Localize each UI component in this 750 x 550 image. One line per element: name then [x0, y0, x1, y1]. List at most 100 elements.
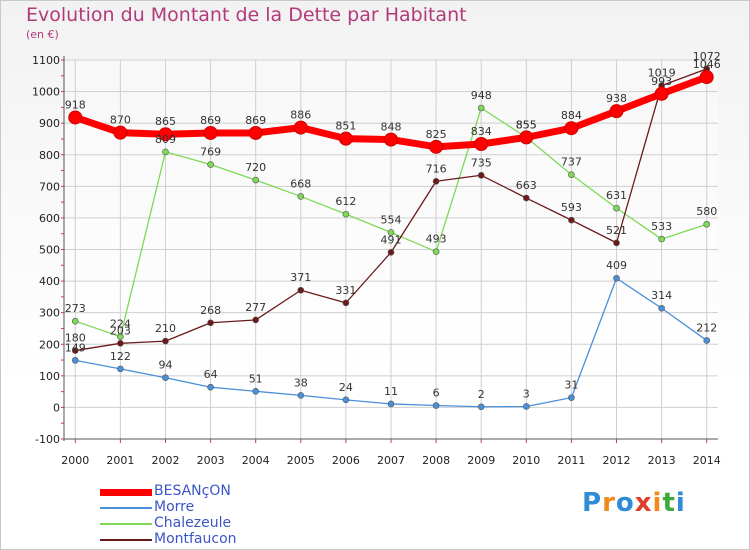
data-label: 180: [65, 332, 86, 345]
x-tick-label: 2010: [512, 454, 540, 467]
data-label: 277: [245, 301, 266, 314]
data-label: 855: [516, 118, 537, 131]
data-point: [564, 121, 579, 136]
data-label: 212: [696, 321, 717, 334]
x-tick-label: 2006: [332, 454, 360, 467]
data-label: 884: [561, 109, 582, 122]
x-tick-label: 2009: [467, 454, 495, 467]
data-label: 663: [516, 179, 537, 192]
data-label: 948: [471, 89, 492, 102]
y-tick-label: 200: [39, 338, 60, 351]
x-tick-label: 2005: [287, 454, 315, 467]
data-label: 851: [335, 120, 356, 133]
data-label: 371: [290, 271, 311, 284]
data-label: 24: [339, 381, 353, 394]
data-point: [68, 110, 83, 125]
x-tick-label: 2000: [61, 454, 89, 467]
data-label: 834: [471, 125, 492, 138]
data-label: 2: [478, 388, 485, 401]
data-point: [703, 337, 711, 344]
data-label: 737: [561, 156, 582, 169]
data-label: 769: [200, 146, 221, 159]
data-label: 273: [65, 302, 86, 315]
logo-letter: r: [602, 488, 616, 518]
data-label: 869: [200, 114, 221, 127]
data-point: [117, 340, 124, 347]
y-tick-label: 1100: [32, 54, 60, 67]
data-label: 938: [606, 92, 627, 105]
chart-title: Evolution du Montant de la Dette par Hab…: [26, 4, 467, 26]
data-point: [162, 374, 169, 382]
data-point: [384, 132, 398, 147]
data-point: [71, 317, 79, 325]
logo-letter: P: [582, 488, 603, 518]
y-tick-label: 300: [39, 307, 60, 320]
data-point: [568, 394, 575, 401]
x-tick-label: 2007: [377, 454, 405, 467]
data-label: 825: [426, 128, 447, 141]
logo-letter: o: [615, 488, 635, 518]
data-point: [117, 365, 124, 373]
data-point: [432, 248, 440, 256]
data-label: 210: [155, 322, 176, 335]
data-label: 631: [606, 189, 627, 202]
data-point: [474, 137, 489, 152]
chart-unit-label: (en €): [26, 28, 59, 41]
data-label: 64: [204, 368, 218, 381]
y-tick-label: 400: [39, 275, 60, 288]
data-label: 865: [155, 115, 176, 128]
legend-swatch: [100, 507, 152, 509]
data-label: 580: [696, 205, 717, 218]
data-point: [432, 402, 440, 409]
data-point: [568, 216, 575, 224]
legend-label: BESANçON: [154, 483, 231, 499]
data-label: 224: [110, 318, 131, 331]
data-label: 409: [606, 259, 627, 272]
data-label: 993: [651, 75, 672, 88]
data-point: [71, 347, 79, 354]
data-point: [387, 249, 395, 256]
data-point: [252, 388, 259, 395]
y-tick-label: 800: [39, 149, 60, 162]
legend-swatch: [100, 523, 152, 525]
data-label: 809: [155, 133, 176, 146]
data-point: [162, 148, 169, 156]
data-label: 31: [564, 379, 578, 392]
data-label: 869: [245, 114, 266, 127]
data-point: [613, 274, 620, 282]
x-tick-label: 2013: [648, 454, 676, 467]
y-tick-label: 1000: [32, 86, 60, 99]
data-label: 720: [245, 161, 266, 174]
data-point: [338, 131, 353, 146]
data-point: [162, 337, 169, 345]
x-tick-label: 2003: [197, 454, 225, 467]
data-point: [342, 210, 350, 218]
data-label: 855: [516, 118, 537, 131]
data-point: [658, 304, 665, 312]
data-label: 870: [110, 114, 131, 127]
data-point: [477, 403, 485, 411]
data-label: 521: [606, 224, 627, 237]
data-point: [248, 125, 263, 140]
data-point: [342, 299, 350, 307]
data-label: 612: [335, 195, 356, 208]
data-point: [519, 130, 534, 145]
data-label: 554: [381, 213, 402, 226]
data-label: 3: [523, 387, 530, 400]
data-point: [523, 194, 530, 202]
legend-label: Morre: [154, 499, 195, 515]
data-label: 11: [384, 385, 398, 398]
data-label: 1072: [693, 50, 721, 63]
data-point: [113, 125, 128, 140]
data-label: 533: [651, 220, 672, 233]
data-label: 918: [65, 98, 86, 111]
data-label: 268: [200, 304, 221, 317]
y-tick-label: -100: [35, 433, 60, 446]
data-point: [699, 70, 714, 85]
data-point: [71, 357, 79, 364]
data-label: 493: [426, 233, 447, 246]
data-point: [658, 235, 665, 243]
logo-letter: i: [675, 488, 686, 518]
data-label: 593: [561, 201, 582, 214]
